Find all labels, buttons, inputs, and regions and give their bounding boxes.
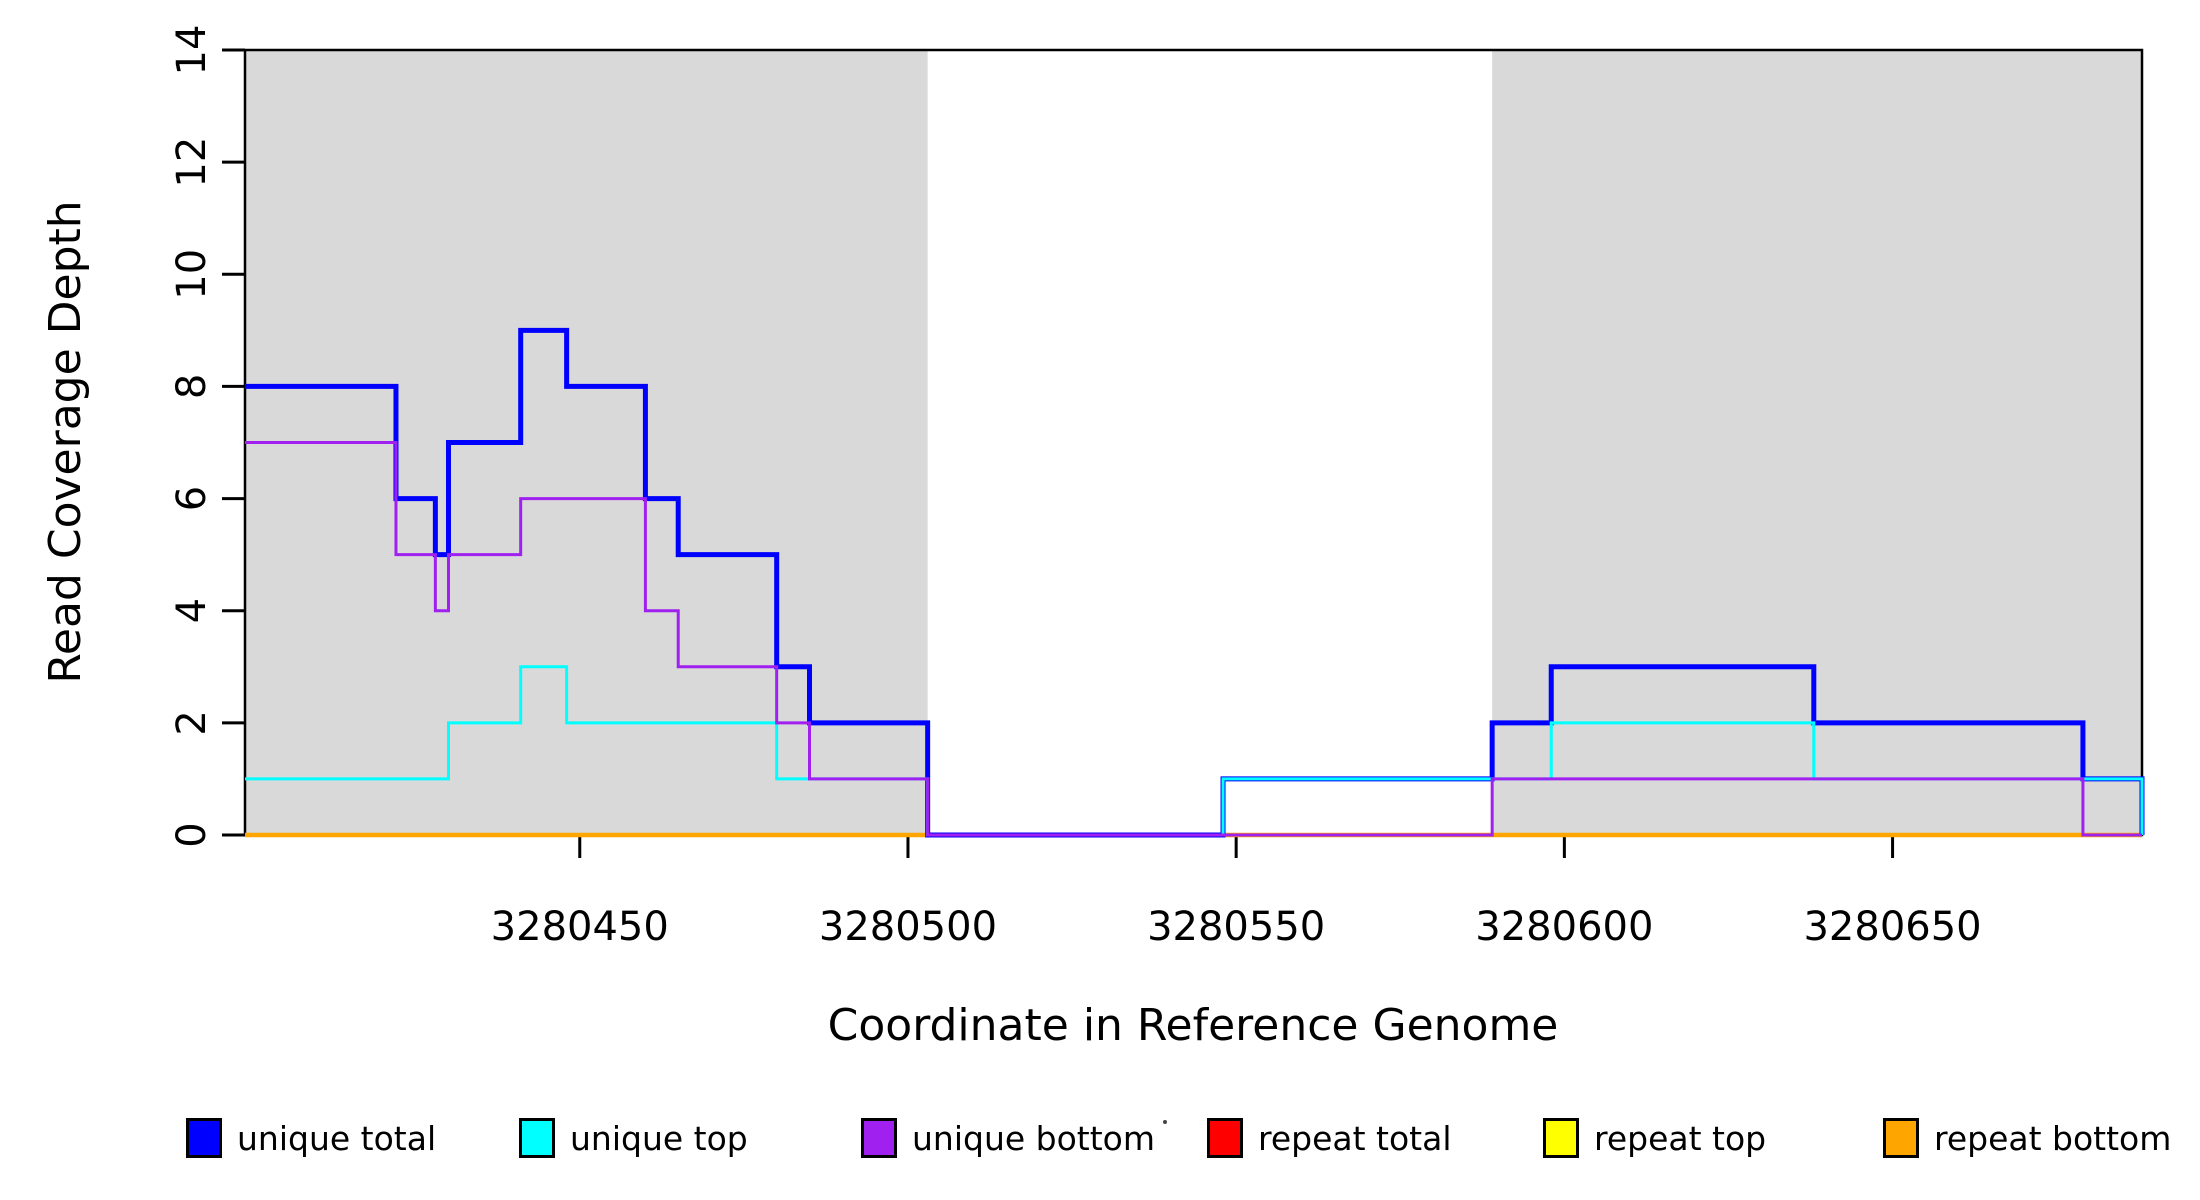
- y-tick-label: 8: [169, 374, 215, 399]
- legend-swatch-repeat-total: [1207, 1118, 1243, 1158]
- legend-swatch-repeat-top: [1543, 1118, 1579, 1158]
- x-axis-title: Coordinate in Reference Genome: [828, 1000, 1559, 1051]
- legend-label: unique total: [237, 1118, 437, 1158]
- y-tick-label: 0: [169, 822, 215, 847]
- legend-item-unique-top: unique top: [519, 1118, 748, 1158]
- shaded-region: [1492, 50, 2142, 835]
- y-tick-label: 2: [169, 710, 215, 735]
- series-layer: [245, 327, 2145, 838]
- legend-swatch-repeat-bottom: [1883, 1118, 1919, 1158]
- legend-label: repeat total: [1258, 1118, 1452, 1158]
- x-tick-label: 3280450: [491, 904, 669, 950]
- legend-item-repeat-top: repeat top: [1543, 1118, 1766, 1158]
- y-tick-label: 10: [169, 249, 215, 300]
- stray-dot-artifact: [1163, 1120, 1167, 1124]
- legend-item-repeat-total: repeat total: [1207, 1118, 1452, 1158]
- legend-label: repeat bottom: [1934, 1118, 2172, 1158]
- legend-swatch-unique-bottom: [861, 1118, 897, 1158]
- x-tick-label: 3280500: [819, 904, 997, 950]
- x-tick-label: 3280600: [1475, 904, 1653, 950]
- legend-swatch-unique-top: [519, 1118, 555, 1158]
- y-axis-title: Read Coverage Depth: [40, 200, 91, 683]
- y-tick-label: 12: [169, 137, 215, 188]
- legend-item-unique-bottom: unique bottom: [861, 1118, 1155, 1158]
- legend-swatch-unique-total: [186, 1118, 222, 1158]
- legend-label: unique bottom: [912, 1118, 1156, 1158]
- y-tick-label: 6: [169, 486, 215, 511]
- x-tick-label: 3280550: [1147, 904, 1325, 950]
- shaded-regions-layer: [245, 50, 2142, 835]
- legend-item-repeat-bottom: repeat bottom: [1883, 1118, 2171, 1158]
- legend-item-unique-total: unique total: [186, 1118, 436, 1158]
- legend-label: unique top: [570, 1118, 748, 1158]
- y-tick-label: 4: [169, 598, 215, 623]
- series-unique-bottom: [245, 441, 2142, 837]
- y-tick-label: 14: [169, 25, 215, 76]
- x-tick-label: 3280650: [1803, 904, 1981, 950]
- axes-layer: 0 2 4 6 8 10 12 14 3280450 3280500 3280550 3280600 3…: [169, 25, 2144, 950]
- legend-label: repeat top: [1594, 1118, 1767, 1158]
